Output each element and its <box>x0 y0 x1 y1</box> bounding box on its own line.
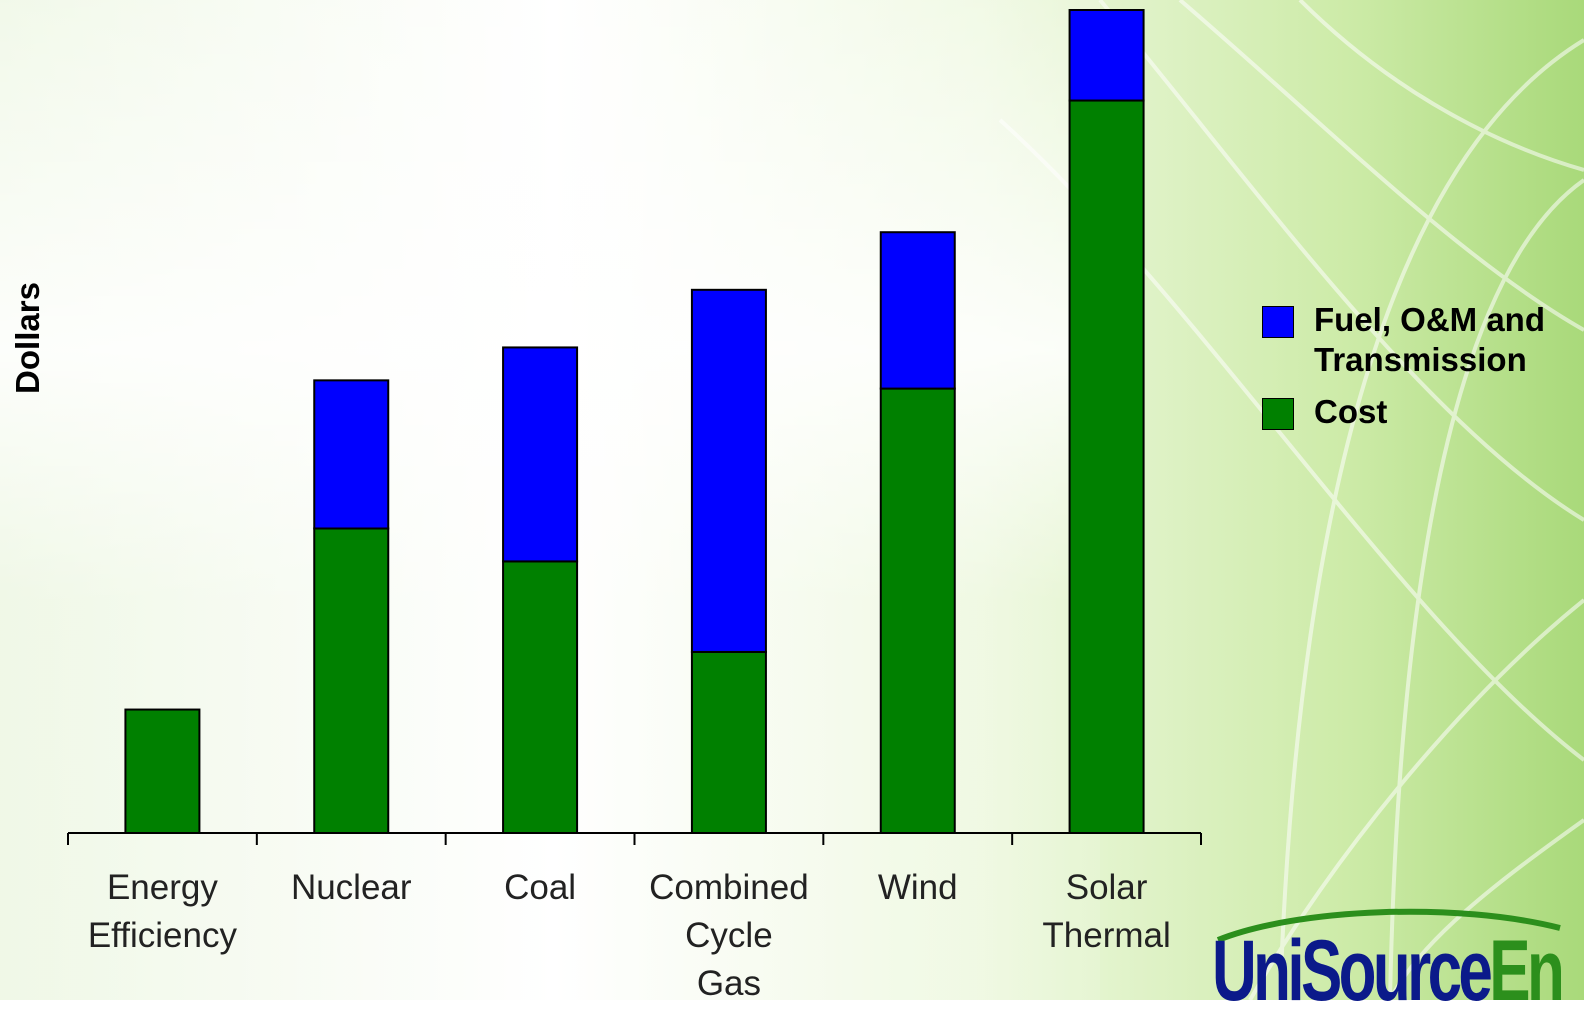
x-axis-ticks <box>67 833 1202 845</box>
legend-label-cost: Cost <box>1314 393 1388 430</box>
y-axis-label: Dollars <box>9 282 46 394</box>
x-tick-label-1: Nuclear <box>291 868 412 907</box>
x-tick-label-2: Coal <box>504 868 576 907</box>
x-tick-label-4: Wind <box>878 868 958 907</box>
bar-fuel-2 <box>502 346 579 563</box>
bars-group <box>124 9 1145 834</box>
legend-label-fuel: Fuel, O&M and Transmission <box>1314 301 1545 378</box>
legend-item-cost: Cost <box>1262 392 1574 432</box>
legend-swatch-fuel <box>1262 306 1294 338</box>
logo-text-main: UniSource <box>1212 923 1493 1019</box>
bar-cost-3 <box>690 650 767 834</box>
bar-fuel-3 <box>690 288 767 653</box>
company-logo: UniSourceEn <box>1212 928 1565 1014</box>
x-tick-label-5: Solar Thermal <box>1042 868 1170 955</box>
bar-cost-1 <box>313 527 390 834</box>
x-tick-labels: Energy Efficiency Nuclear Coal Combined Cycle… <box>88 868 1171 1000</box>
bar-cost-2 <box>502 560 579 834</box>
bar-fuel-4 <box>879 231 956 390</box>
bar-cost-0 <box>124 708 201 834</box>
legend-item-fuel: Fuel, O&M and Transmission <box>1262 300 1574 380</box>
bar-cost-4 <box>879 387 956 834</box>
x-tick-label-3: Combined Cycle Gas <box>649 868 809 1000</box>
logo-arc <box>1216 908 1561 943</box>
legend: Fuel, O&M and Transmission Cost <box>1262 300 1574 444</box>
x-tick-label-0: Energy Efficiency <box>88 868 238 955</box>
bar-cost-5 <box>1068 99 1145 834</box>
legend-swatch-cost <box>1262 398 1294 430</box>
bar-fuel-5 <box>1068 9 1145 102</box>
bar-fuel-1 <box>313 379 390 530</box>
logo-text-accent: En <box>1489 923 1565 1019</box>
